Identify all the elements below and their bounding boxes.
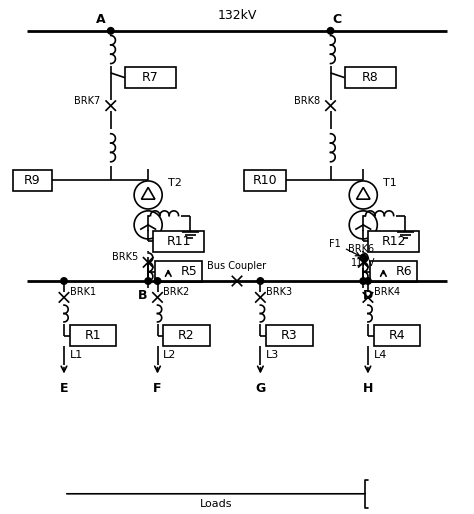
Bar [153, 231, 204, 251]
Text: F: F [153, 382, 162, 395]
Text: E: E [60, 382, 68, 395]
Circle shape [145, 278, 151, 284]
Circle shape [349, 211, 377, 239]
Text: R12: R12 [382, 235, 406, 248]
Text: G: G [255, 382, 265, 395]
Text: T1: T1 [383, 178, 397, 188]
Text: L4: L4 [374, 351, 387, 360]
Bar [368, 231, 419, 251]
Text: C: C [333, 13, 342, 26]
Bar [345, 67, 396, 88]
Bar [374, 325, 420, 346]
Text: R11: R11 [166, 235, 191, 248]
Text: R1: R1 [85, 329, 101, 342]
Text: T2: T2 [168, 178, 182, 188]
Circle shape [61, 278, 67, 284]
Text: R3: R3 [281, 329, 298, 342]
Circle shape [365, 278, 371, 284]
Text: 132kV: 132kV [217, 9, 257, 23]
Text: R8: R8 [362, 71, 379, 84]
Bar [125, 67, 176, 88]
Bar [163, 325, 210, 346]
Circle shape [154, 278, 161, 284]
Text: R2: R2 [178, 329, 195, 342]
Text: R6: R6 [396, 265, 413, 278]
Text: R7: R7 [142, 71, 159, 84]
Bar [266, 325, 313, 346]
Text: BRK8: BRK8 [294, 96, 320, 106]
Circle shape [360, 254, 366, 261]
Bar [244, 170, 286, 191]
Bar [12, 170, 52, 191]
Circle shape [108, 28, 114, 34]
Text: BRK2: BRK2 [163, 287, 190, 297]
Circle shape [349, 181, 377, 209]
Text: L3: L3 [266, 351, 279, 360]
Bar [155, 262, 202, 282]
Circle shape [134, 211, 162, 239]
Text: D: D [363, 289, 373, 302]
Text: B: B [138, 289, 147, 302]
Circle shape [360, 278, 366, 284]
Text: 11kV: 11kV [351, 258, 375, 268]
Text: R5: R5 [181, 265, 198, 278]
Text: BRK6: BRK6 [348, 244, 374, 254]
Text: F1: F1 [329, 238, 359, 256]
Text: BRK5: BRK5 [111, 252, 138, 262]
Text: BRK1: BRK1 [70, 287, 96, 297]
Text: Bus Coupler: Bus Coupler [208, 261, 266, 271]
Circle shape [257, 278, 264, 284]
Bar [70, 325, 116, 346]
Circle shape [134, 181, 162, 209]
Text: R9: R9 [24, 174, 40, 187]
Text: H: H [363, 382, 373, 395]
Text: Loads: Loads [200, 500, 232, 509]
Text: L2: L2 [163, 351, 176, 360]
Text: BRK3: BRK3 [266, 287, 292, 297]
Text: A: A [95, 13, 105, 26]
Text: L1: L1 [70, 351, 83, 360]
Text: R4: R4 [389, 329, 405, 342]
Text: BRK4: BRK4 [374, 287, 400, 297]
Circle shape [327, 28, 334, 34]
Text: R10: R10 [253, 174, 277, 187]
Bar [370, 262, 417, 282]
Text: BRK7: BRK7 [74, 96, 100, 106]
